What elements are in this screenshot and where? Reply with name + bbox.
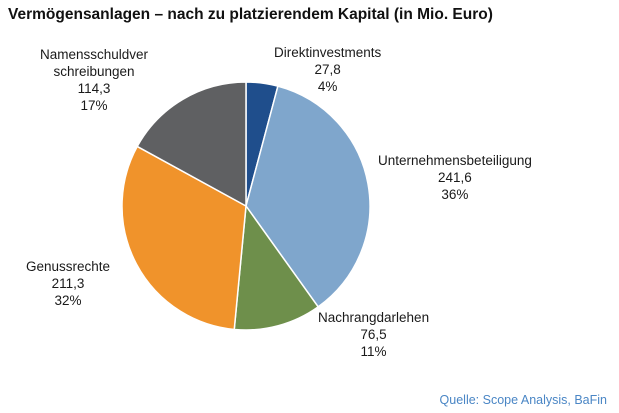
slice-label-direktinvestments: Direktinvestments 27,8 4% xyxy=(274,44,381,95)
source-note: Quelle: Scope Analysis, BaFin xyxy=(439,393,607,407)
slice-unternehmensbeteiligung xyxy=(245,85,371,308)
slice-genussrechte xyxy=(121,145,247,331)
slice-value: 114,3 xyxy=(77,81,111,96)
slice-name: Unternehmensbeteiligung xyxy=(378,153,532,168)
slice-namensschuldverschreibungen xyxy=(136,81,247,208)
slice-label-genussrechte: Genussrechte 211,3 32% xyxy=(26,258,110,309)
slice-value: 241,6 xyxy=(438,170,472,185)
slice-name: Nachrangdarlehen xyxy=(318,310,430,325)
slice-name: Namensschuldver xyxy=(40,47,149,62)
slice-name-line2: schreibungen xyxy=(53,64,135,79)
chart-title: Vermögensanlagen – nach zu platzierendem… xyxy=(8,6,493,23)
slice-name: Genussrechte xyxy=(26,259,111,274)
slice-label-namensschuldverschreibungen: Namensschuldver schreibungen 114,3 17% xyxy=(40,46,148,114)
slice-percent: 11% xyxy=(360,344,387,359)
slice-percent: 17% xyxy=(80,98,108,113)
slice-percent: 4% xyxy=(317,79,338,94)
slice-value: 27,8 xyxy=(314,62,341,77)
slice-nachrangdarlehen xyxy=(233,203,320,331)
slice-label-unternehmensbeteiligung: Unternehmensbeteiligung 241,6 36% xyxy=(378,152,532,203)
slice-percent: 32% xyxy=(54,293,82,308)
slice-percent: 36% xyxy=(441,187,469,202)
slice-value: 76,5 xyxy=(360,327,387,342)
slice-value: 211,3 xyxy=(51,276,85,291)
slice-name: Direktinvestments xyxy=(274,45,382,60)
slice-label-nachrangdarlehen: Nachrangdarlehen 76,5 11% xyxy=(318,309,429,360)
